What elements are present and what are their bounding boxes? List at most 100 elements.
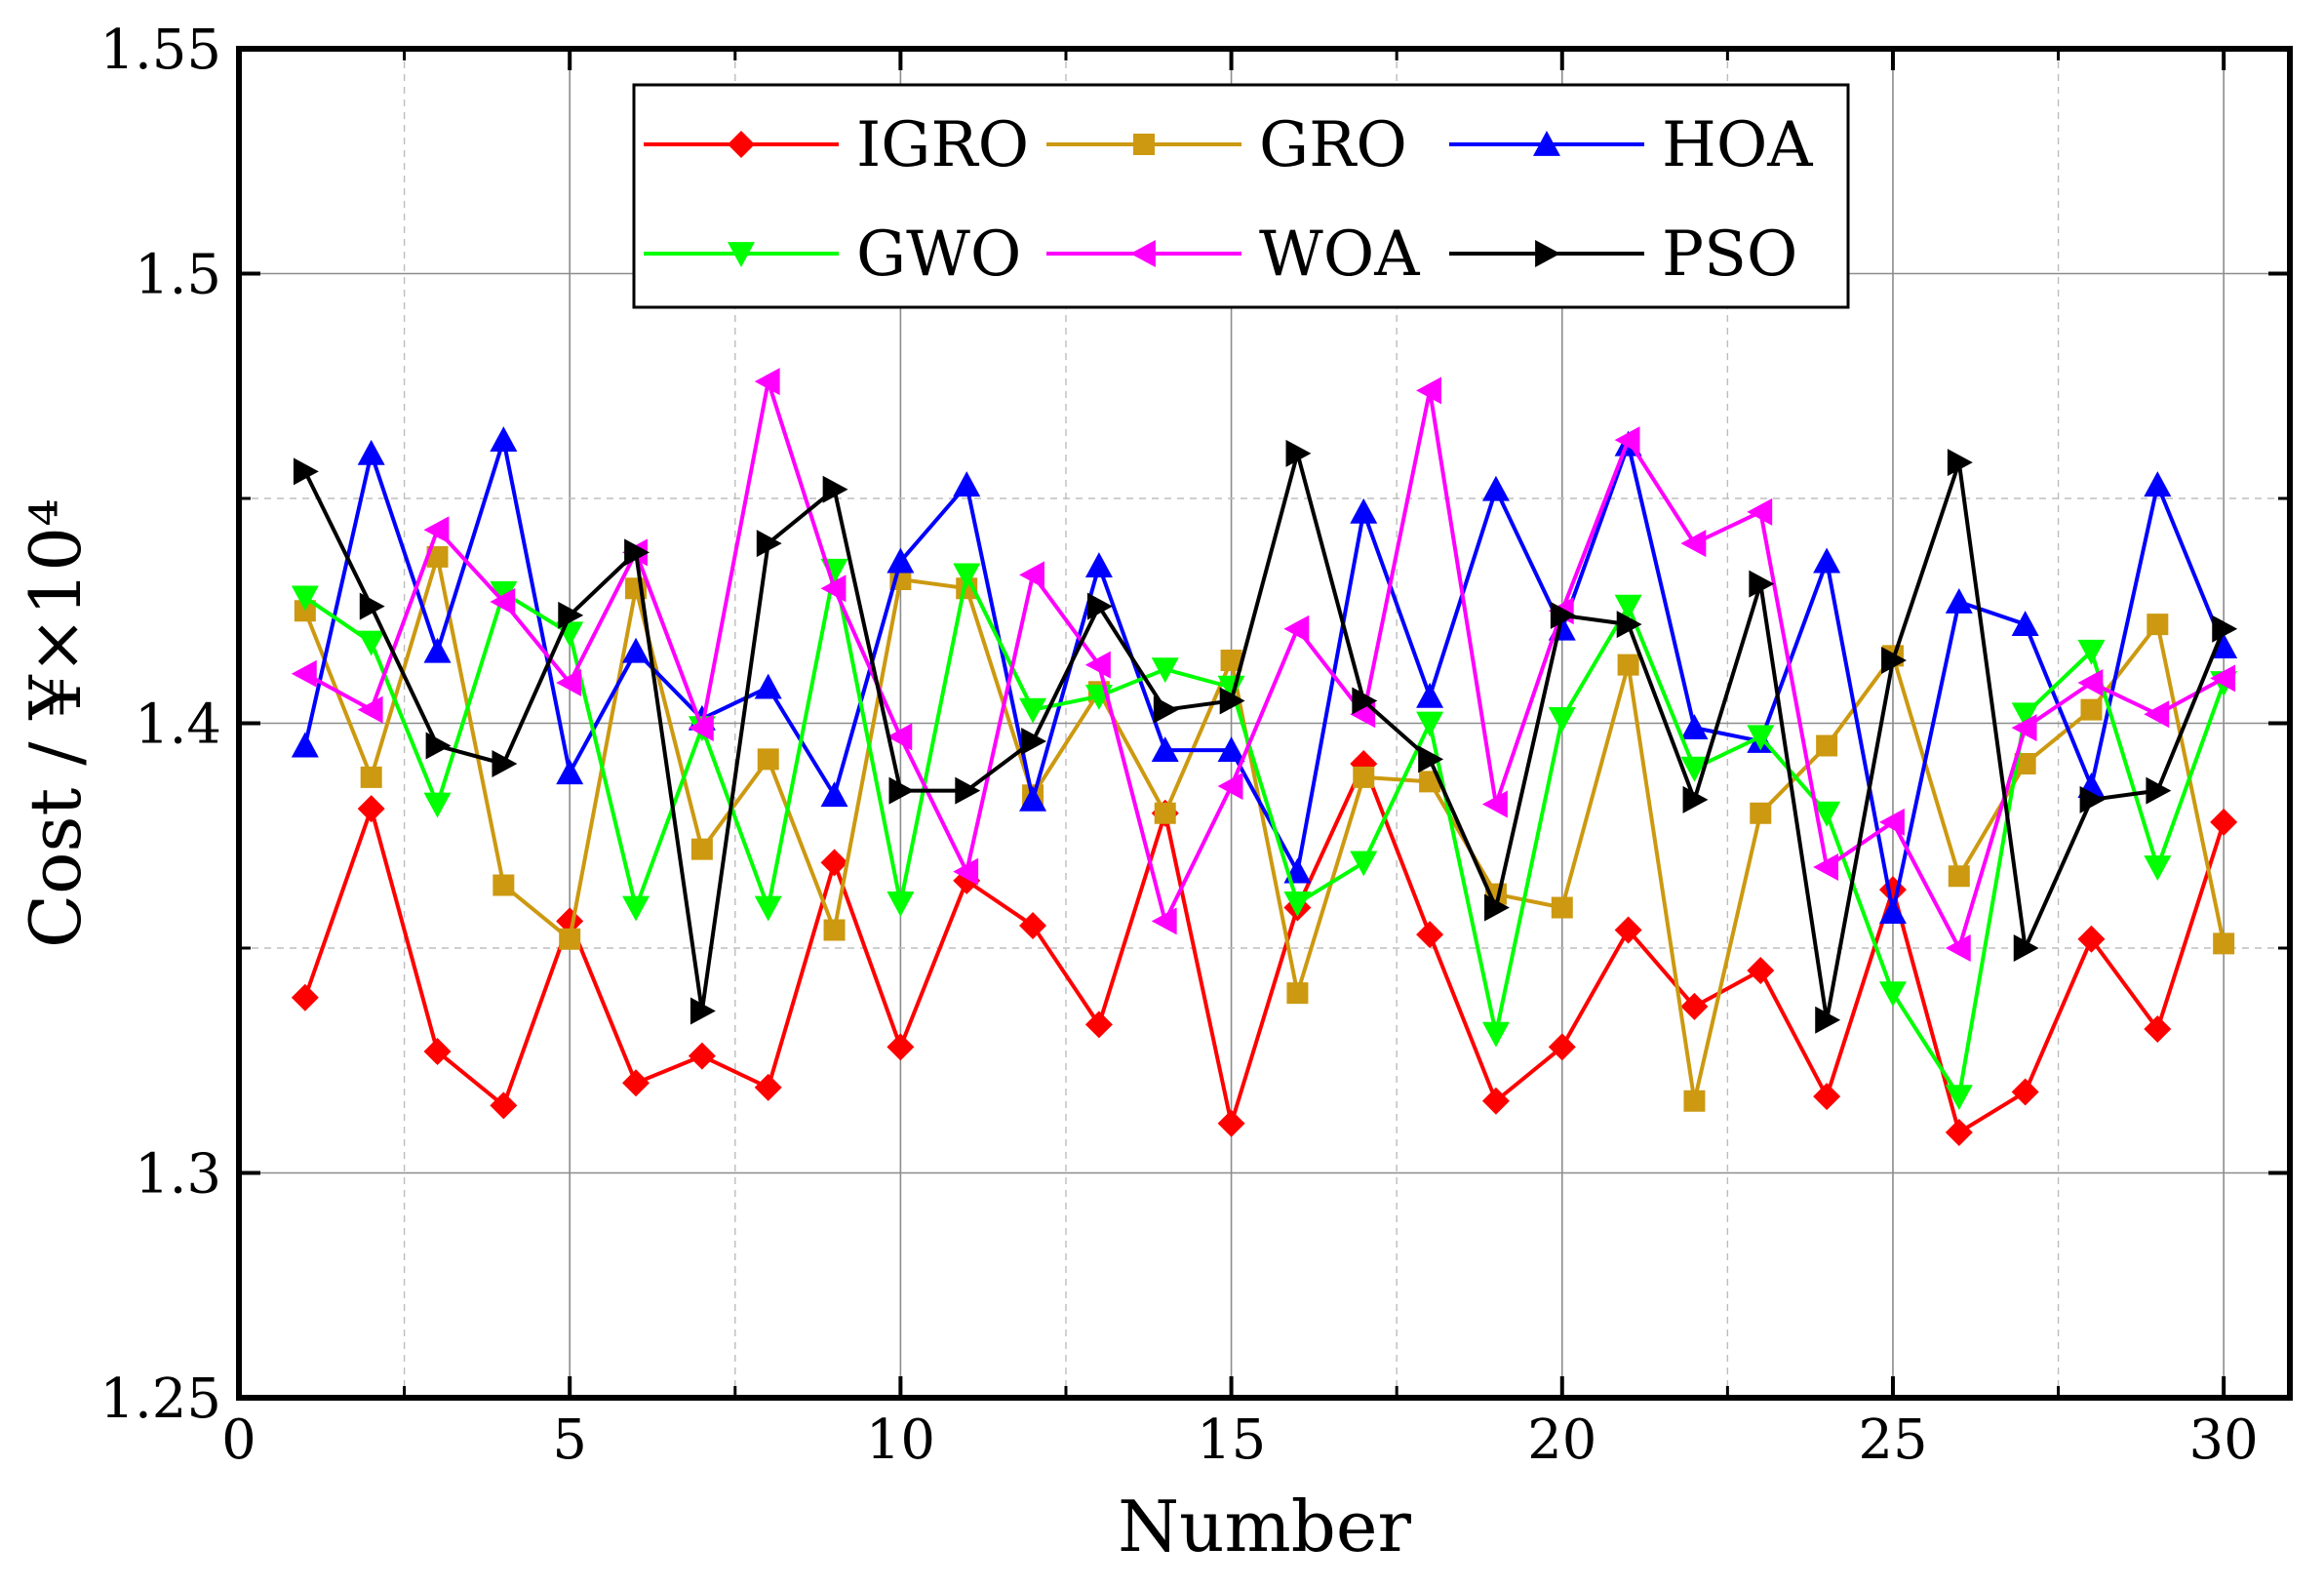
data-point-woa (490, 588, 516, 616)
legend-marker-hoa (1533, 131, 1560, 156)
y-tick-label: 1.55 (99, 19, 221, 82)
data-point-igro (490, 1091, 518, 1120)
legend: IGRO GRO HOA GWO WOA PSO (632, 83, 1850, 309)
data-point-woa (2210, 664, 2236, 693)
data-point-igro (357, 795, 385, 823)
data-point-pso (293, 457, 319, 486)
data-point-gwo (490, 580, 518, 607)
data-point-gro (690, 838, 713, 860)
data-point-gro (1948, 865, 1970, 888)
data-point-gro (2213, 932, 2235, 955)
data-point-igro (820, 849, 848, 877)
x-tick-label: 10 (866, 1408, 935, 1472)
data-point-gwo (1481, 1021, 1510, 1048)
data-point-pso (1550, 601, 1576, 629)
data-point-igro (1813, 1083, 1841, 1111)
data-point-pso (689, 997, 716, 1025)
data-point-pso (1153, 695, 1179, 724)
data-point-gro (823, 919, 846, 941)
data-point-gwo (1680, 756, 1709, 782)
data-point-hoa (1217, 736, 1245, 763)
data-point-gro (426, 545, 449, 568)
series-group (291, 368, 2238, 1147)
legend-label-gwo: GWO (856, 218, 1021, 291)
x-tick-label: 20 (1527, 1408, 1596, 1472)
legend-item-gwo: GWO (644, 218, 1021, 291)
data-point-woa (2144, 700, 2170, 729)
y-tick-label: 1.5 (135, 244, 221, 307)
y-tick-label: 1.25 (99, 1368, 221, 1431)
data-point-gwo (1548, 706, 1576, 733)
data-point-gro (1286, 982, 1309, 1005)
legend-label-igro: IGRO (856, 109, 1029, 181)
data-point-woa (1813, 853, 1839, 882)
data-point-igro (1680, 992, 1709, 1020)
x-axis-title: Number (1118, 1486, 1411, 1567)
legend-label-hoa: HOA (1662, 109, 1813, 181)
data-point-igro (2144, 1014, 2172, 1043)
data-point-hoa (886, 547, 915, 574)
data-point-igro (1747, 957, 1775, 985)
data-point-igro (1548, 1033, 1576, 1061)
data-point-woa (1217, 773, 1243, 801)
x-tick-label: 30 (2189, 1408, 2259, 1472)
data-point-woa (1614, 426, 1640, 455)
data-point-igro (2210, 808, 2238, 836)
data-point-woa (1283, 615, 1310, 643)
x-tick-label: 25 (1858, 1408, 1927, 1472)
legend-item-gro: GRO (1046, 109, 1407, 181)
data-point-woa (886, 723, 913, 751)
data-point-pso (2146, 776, 2172, 805)
legend-marker-igro (728, 131, 755, 158)
data-point-pso (558, 601, 584, 629)
data-point-igro (1481, 1087, 1510, 1115)
data-point-woa (1019, 561, 1044, 589)
data-point-hoa (1481, 475, 1510, 501)
data-point-gwo (622, 895, 650, 922)
series-line-hoa (302, 438, 2226, 915)
data-point-pso (1418, 745, 1444, 773)
legend-box (632, 83, 1850, 309)
data-point-gro (360, 766, 382, 788)
legend-item-hoa: HOA (1449, 109, 1813, 181)
data-point-pso (2079, 785, 2106, 813)
data-point-pso (1881, 646, 1907, 674)
legend-marker-woa (1130, 240, 1156, 267)
legend-marker-pso (1535, 240, 1560, 267)
data-point-hoa (1350, 497, 1378, 524)
series-hoa (291, 426, 2238, 925)
data-point-hoa (357, 439, 385, 465)
y-tick-label: 1.4 (135, 694, 221, 757)
data-point-woa (556, 669, 582, 697)
data-point-gro (757, 748, 779, 771)
data-point-igro (1945, 1119, 1973, 1147)
data-point-pso (1682, 785, 1709, 813)
data-point-hoa (2210, 633, 2238, 659)
data-point-hoa (423, 637, 452, 663)
data-point-woa (1747, 497, 1773, 526)
data-point-pso (1021, 727, 1047, 755)
x-tick-label: 0 (221, 1408, 256, 1472)
data-point-gwo (1945, 1085, 1973, 1111)
data-point-woa (1945, 934, 1971, 962)
data-point-woa (1680, 530, 1707, 558)
data-point-gro (1220, 649, 1242, 671)
y-axis-title: Cost / ¥×10⁴ (15, 498, 97, 948)
data-point-hoa (1680, 714, 1709, 740)
data-point-igro (1019, 911, 1047, 939)
data-point-woa (2077, 669, 2104, 697)
data-point-pso (888, 776, 915, 805)
data-point-gro (1750, 802, 1772, 824)
legend-item-woa: WOA (1046, 218, 1420, 291)
data-point-gwo (1019, 697, 1047, 724)
data-point-pso (1087, 592, 1113, 620)
data-point-igro (1416, 921, 1444, 949)
data-point-woa (820, 575, 847, 603)
data-point-gwo (291, 585, 319, 612)
data-point-gro (1353, 766, 1375, 788)
x-tick-label: 15 (1197, 1408, 1266, 1472)
data-point-gwo (2144, 855, 2172, 882)
data-point-hoa (291, 732, 319, 758)
data-point-gro (1551, 896, 1573, 919)
data-point-gwo (1614, 594, 1642, 620)
